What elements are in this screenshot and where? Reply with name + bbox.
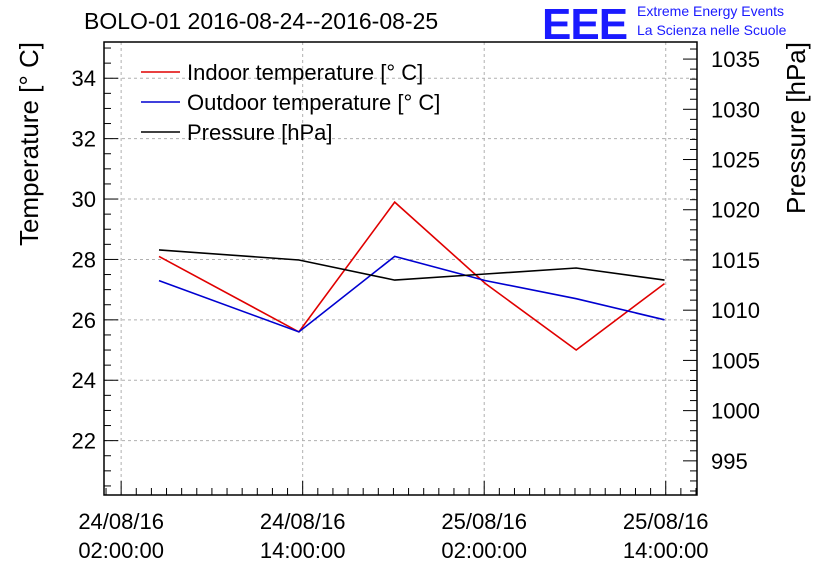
x-tick-label-time: 02:00:00 [78,538,164,563]
series-line-pressure [158,249,665,281]
y-tick-label: 26 [72,308,96,333]
chart-title: BOLO-01 2016-08-24--2016-08-25 [84,8,439,34]
y2-tick-label: 995 [711,449,748,474]
y-tick-label: 34 [72,66,96,91]
series-line-outdoor-temperature [158,255,665,333]
logo-caption-line1: Extreme Energy Events [637,3,785,19]
series-line-indoor-temperature [158,200,665,351]
plot-frame [103,41,698,496]
y-tick-label: 32 [72,127,96,152]
y2-tick-label: 1005 [711,348,760,373]
y2-tick-label: 1015 [711,248,760,273]
y-tick-label: 28 [72,247,96,272]
x-tick-label-date: 25/08/16 [623,509,709,534]
y2-tick-label: 1035 [711,47,760,72]
y-tick-label: 24 [72,368,96,393]
y2-axis-title: Pressure [hPa] [781,42,811,214]
x-tick-label-date: 24/08/16 [78,509,164,534]
y2-tick-label: 1030 [711,97,760,122]
eee-logo: EEE [542,0,628,49]
x-tick-label-time: 02:00:00 [441,538,527,563]
y2-tick-label: 1025 [711,148,760,173]
legend-label-pressure: Pressure [hPa] [187,120,333,145]
legend-label-indoor-temperature: Indoor temperature [° C] [187,60,423,85]
y2-tick-label: 1010 [711,298,760,323]
x-tick-label-time: 14:00:00 [260,538,346,563]
y-tick-label: 30 [72,187,96,212]
x-tick-label-date: 24/08/16 [260,509,346,534]
logo-caption-line2: La Scienza nelle Scuole [637,22,787,38]
x-tick-label-date: 25/08/16 [441,509,527,534]
y-tick-label: 22 [72,429,96,454]
x-tick-label-time: 14:00:00 [623,538,709,563]
legend-label-outdoor-temperature: Outdoor temperature [° C] [187,90,440,115]
y2-tick-label: 1000 [711,399,760,424]
y-axis-title: Temperature [° C] [14,42,44,246]
y2-tick-label: 1020 [711,198,760,223]
